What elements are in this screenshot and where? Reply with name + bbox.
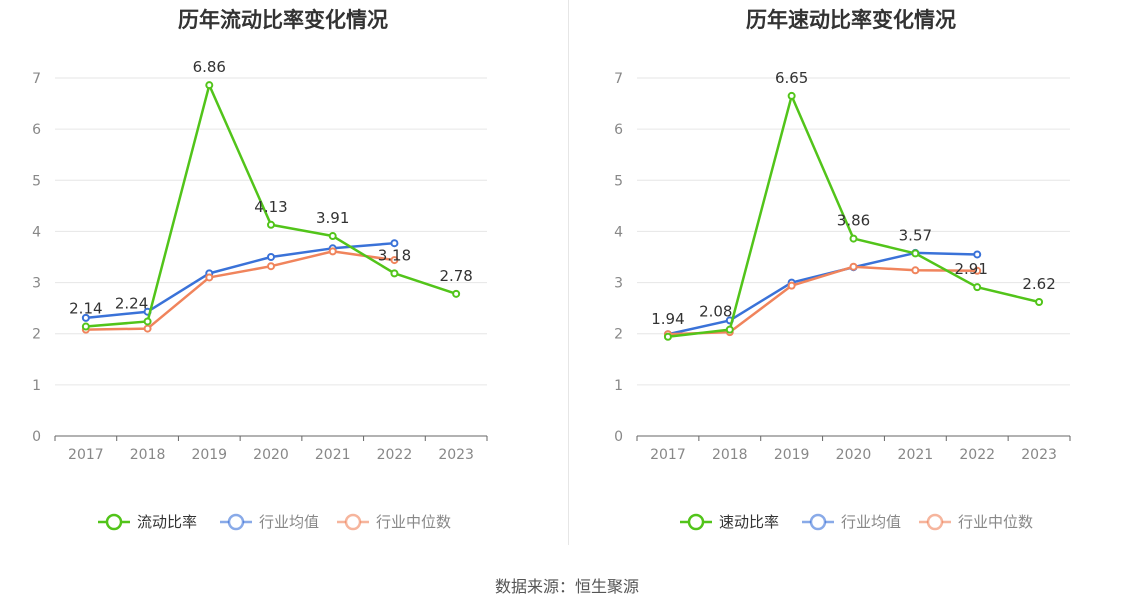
series-line <box>667 251 978 336</box>
data-label: 3.86 <box>837 212 870 230</box>
data-point <box>973 250 982 259</box>
x-tick-label: 2017 <box>68 447 104 463</box>
x-tick-label: 2020 <box>253 447 289 463</box>
x-tick-label: 2023 <box>438 447 474 463</box>
data-point <box>205 273 214 282</box>
x-tick-label: 2018 <box>712 447 748 463</box>
y-tick-label: 4 <box>32 224 41 240</box>
data-point <box>663 332 672 341</box>
data-label: 2.14 <box>69 300 102 318</box>
y-tick-label: 0 <box>32 429 41 445</box>
x-tick-label: 2018 <box>130 447 166 463</box>
data-point <box>205 81 214 90</box>
data-point <box>390 269 399 278</box>
data-label: 2.24 <box>115 294 148 312</box>
data-point <box>911 266 920 275</box>
data-label: 6.86 <box>193 58 226 76</box>
legend-marker <box>344 513 362 531</box>
x-tick-label: 2021 <box>898 447 934 463</box>
data-point <box>787 91 796 100</box>
legend-marker <box>105 513 123 531</box>
series-line <box>667 265 978 336</box>
legend-marker <box>687 513 705 531</box>
data-point <box>328 247 337 256</box>
data-point <box>267 262 275 271</box>
y-tick-label: 2 <box>32 327 41 343</box>
data-label: 6.65 <box>775 69 808 87</box>
y-tick-label: 3 <box>614 276 623 292</box>
chart-title: 历年速动比率变化情况 <box>746 8 956 32</box>
x-tick-label: 2017 <box>650 447 686 463</box>
data-point <box>973 283 982 292</box>
data-point <box>81 313 90 322</box>
chart-title: 历年流动比率变化情况 <box>178 8 388 32</box>
x-tick-label: 2023 <box>1021 447 1057 463</box>
y-tick-label: 2 <box>614 327 623 343</box>
data-point <box>1035 298 1044 307</box>
data-label: 1.94 <box>651 310 684 328</box>
y-tick-label: 6 <box>614 122 623 138</box>
y-tick-label: 3 <box>32 276 41 292</box>
legend-label: 流动比率 <box>137 513 197 531</box>
data-label: 2.91 <box>955 260 988 278</box>
y-tick-label: 6 <box>32 122 41 138</box>
data-label: 2.62 <box>1022 275 1055 293</box>
data-point <box>267 253 275 261</box>
panel-divider <box>568 0 569 545</box>
data-label: 3.18 <box>378 246 411 264</box>
data-point <box>849 262 858 271</box>
data-point <box>390 256 399 265</box>
chart-quick-ratio: 历年速动比率变化情况 0 1 2 3 4 5 6 7 2017 2018 2019 2020 2021 2… <box>568 0 1134 550</box>
x-tick-label: 2020 <box>836 447 872 463</box>
data-point <box>787 281 796 290</box>
data-point <box>81 322 90 331</box>
y-tick-label: 5 <box>614 173 623 189</box>
legend-label: 行业中位数 <box>958 513 1033 531</box>
data-point <box>911 249 920 258</box>
x-tick-label: 2019 <box>774 447 810 463</box>
x-tick-label: 2022 <box>959 447 995 463</box>
data-point <box>328 232 337 241</box>
legend-marker <box>809 513 827 531</box>
data-point <box>143 317 152 326</box>
y-tick-label: 1 <box>614 378 623 394</box>
data-source-footer: 数据来源：恒生聚源 <box>494 577 639 596</box>
series-line <box>85 241 395 320</box>
legend-label: 行业均值 <box>259 513 319 531</box>
data-point <box>849 234 858 243</box>
y-tick-label: 1 <box>32 378 41 394</box>
data-label: 2.78 <box>439 267 472 285</box>
y-tick-label: 7 <box>32 71 41 87</box>
chart-plot-quick-ratio: 0 1 2 3 4 5 6 7 2017 2018 2019 2020 2021 2022 2023 1.94… <box>614 69 1071 531</box>
data-label: 2.08 <box>699 303 732 321</box>
x-tick-label: 2021 <box>315 447 351 463</box>
y-tick-label: 5 <box>32 173 41 189</box>
data-point <box>143 324 152 333</box>
data-point <box>725 325 734 334</box>
chart-plot-current-ratio: 0 1 2 3 4 5 6 7 2017 2018 2019 2020 2021 2022 2023 2.14… <box>32 58 488 531</box>
legend-label: 行业中位数 <box>376 513 451 531</box>
data-label: 3.91 <box>316 209 349 227</box>
x-tick-label: 2019 <box>191 447 227 463</box>
data-label: 3.57 <box>899 226 932 244</box>
y-tick-label: 7 <box>614 71 623 87</box>
data-point <box>390 239 399 248</box>
data-point <box>267 220 275 229</box>
x-tick-label: 2022 <box>377 447 413 463</box>
data-point <box>452 289 461 298</box>
legend-label: 行业均值 <box>841 513 901 531</box>
y-tick-label: 0 <box>614 429 623 445</box>
data-label: 4.13 <box>254 198 287 216</box>
series-line <box>85 250 395 331</box>
legend-label: 速动比率 <box>719 513 779 531</box>
y-tick-label: 4 <box>614 224 623 240</box>
chart-current-ratio: 历年流动比率变化情况 0 1 2 3 4 5 6 7 2017 2018 2019 2020 2021 2… <box>0 0 566 550</box>
legend-marker <box>926 513 944 531</box>
legend-marker <box>227 513 245 531</box>
data-point <box>973 266 982 275</box>
